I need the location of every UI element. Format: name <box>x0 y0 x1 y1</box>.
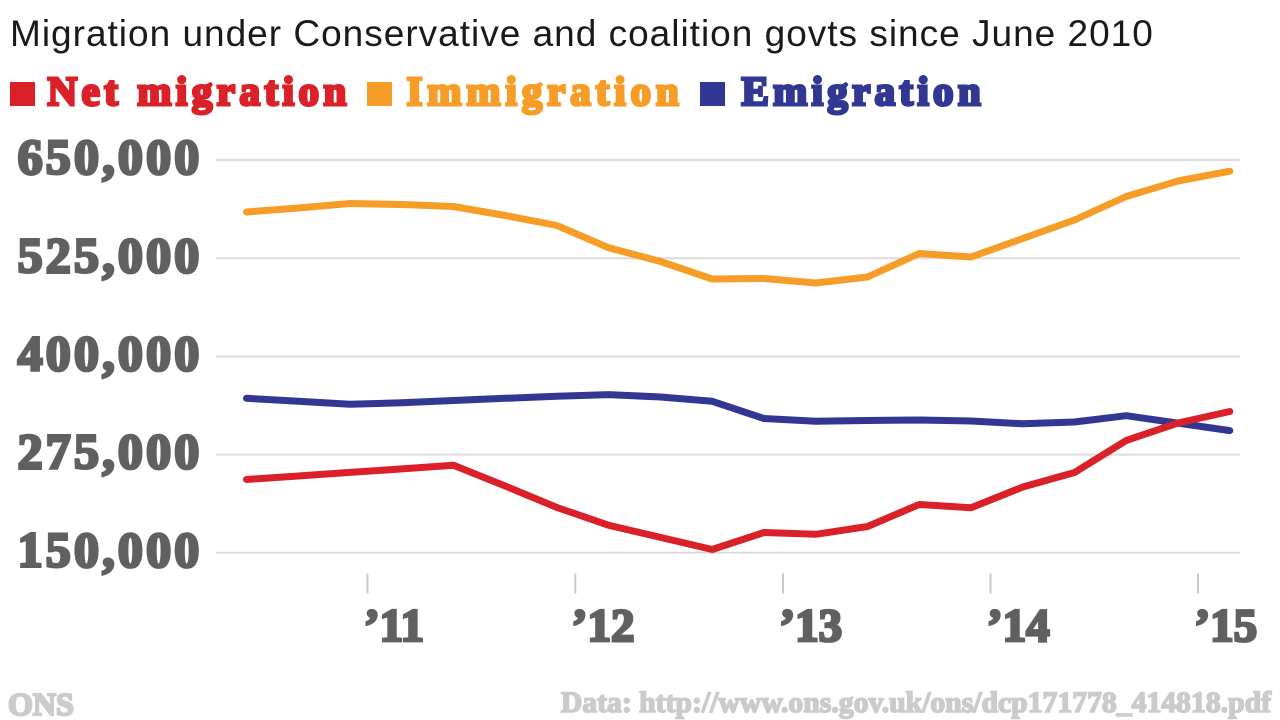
svg-text:650,000: 650,000 <box>18 129 203 185</box>
svg-text:400,000: 400,000 <box>18 325 203 381</box>
svg-text:’12: ’12 <box>572 600 635 652</box>
svg-text:525,000: 525,000 <box>18 227 203 283</box>
svg-text:Migration under Conservative a: Migration under Conservative and coaliti… <box>10 13 1154 54</box>
svg-text:’14: ’14 <box>987 600 1050 652</box>
svg-text:’15: ’15 <box>1195 600 1258 652</box>
svg-text:Immigration: Immigration <box>407 68 684 114</box>
svg-text:ONS: ONS <box>8 686 74 720</box>
svg-text:Emigration: Emigration <box>742 68 985 114</box>
svg-text:150,000: 150,000 <box>18 521 203 577</box>
svg-text:’13: ’13 <box>780 600 843 652</box>
svg-text:Net migration: Net migration <box>48 68 351 114</box>
svg-text:’11: ’11 <box>364 600 424 652</box>
svg-text:Data: http://www.ons.gov.uk/on: Data: http://www.ons.gov.uk/ons/dcp17177… <box>561 687 1272 719</box>
svg-text:275,000: 275,000 <box>18 423 203 479</box>
